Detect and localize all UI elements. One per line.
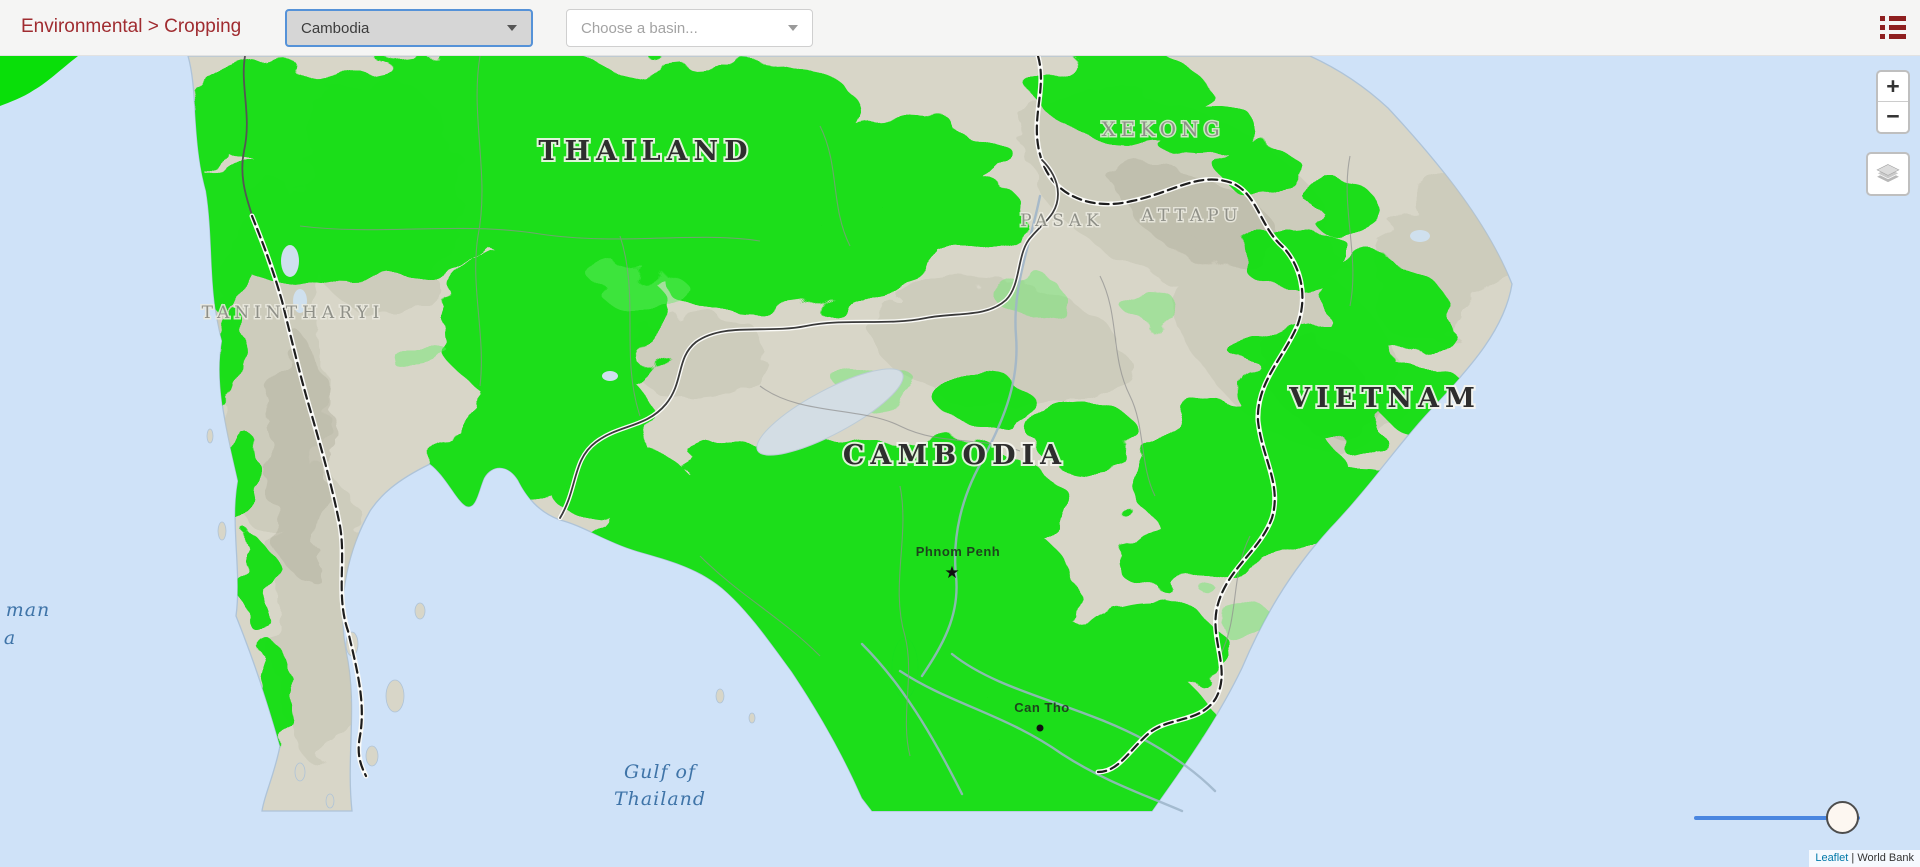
map-label-andaman-sea: a [4,627,16,649]
map-label-phnom-penh: Phnom Penh [916,544,1000,559]
country-select-value: Cambodia [301,19,370,37]
zoom-in-button[interactable]: + [1878,72,1908,102]
map-label-champasak: PASAK [1020,211,1104,231]
city-dot-marker [1036,724,1044,732]
map-label-can-tho: Can Tho [1014,700,1070,715]
map-canvas[interactable]: THAILAND CAMBODIA VIETNAM XEKONG PASAK A… [0,56,1920,867]
opacity-slider [1694,801,1860,835]
chevron-down-icon [507,25,517,31]
attribution-source: World Bank [1857,852,1914,864]
country-select[interactable]: Cambodia [285,9,533,47]
capital-star-marker: ★ [944,563,959,583]
zoom-out-button[interactable]: − [1878,102,1908,132]
map-label-gulf-of-thailand: Thailand [614,788,706,810]
layers-control-button[interactable] [1866,152,1910,196]
cropping-overlay-layer [183,56,1470,811]
map-label-vietnam: VIETNAM [1288,383,1481,414]
layers-icon [1876,164,1900,183]
chevron-down-icon [788,25,798,31]
map-label-gulf-of-thailand: Gulf of [624,761,698,783]
top-bar: Environmental > Cropping Cambodia Choose… [0,0,1920,56]
opacity-slider-track[interactable] [1694,816,1860,820]
basin-select[interactable]: Choose a basin... [566,9,813,47]
map-label-andaman-sea: man [6,599,51,621]
map-label-xekong: XEKONG [1101,117,1224,141]
breadcrumb: Environmental > Cropping [21,16,242,37]
map-label-cambodia: CAMBODIA [843,440,1067,471]
basin-select-placeholder: Choose a basin... [581,19,698,37]
opacity-slider-handle[interactable] [1826,801,1859,834]
zoom-control: + − [1876,70,1910,134]
map-attribution: Leaflet | World Bank [1809,850,1920,867]
map-label-thailand: THAILAND [538,136,753,167]
map-label-tanintharyi: TANINTHARYI [202,303,385,323]
leaflet-link[interactable]: Leaflet [1815,852,1849,864]
map-label-attapu: ATTAPU [1140,206,1242,226]
list-icon[interactable] [1880,16,1906,39]
map-tiles: THAILAND CAMBODIA VIETNAM XEKONG PASAK A… [0,56,1920,867]
attribution-separator: | [1851,852,1855,864]
